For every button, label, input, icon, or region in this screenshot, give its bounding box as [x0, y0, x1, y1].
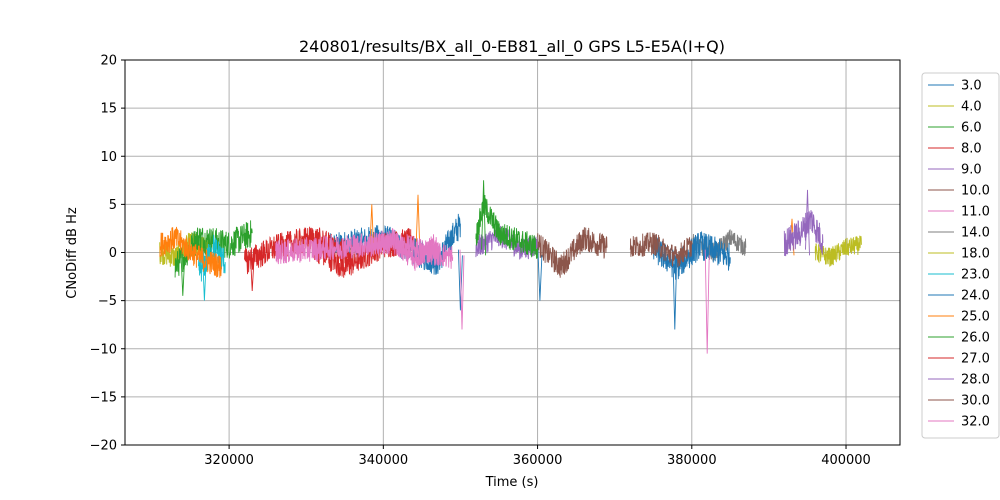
y-tick-label: 5 — [109, 198, 117, 213]
series-line — [537, 227, 608, 278]
series-line — [159, 226, 222, 278]
series-26-0 — [475, 180, 539, 259]
legend-item: 25.0 — [928, 310, 990, 325]
series-27-0 — [244, 226, 353, 292]
series-spike — [415, 194, 421, 256]
series-10-0 — [537, 227, 608, 278]
legend-label: 27.0 — [961, 352, 990, 367]
legend-item: 28.0 — [928, 373, 990, 388]
series-spike — [672, 249, 678, 330]
y-tick-label: 0 — [109, 246, 117, 261]
series-spike — [805, 189, 810, 256]
chart-title: 240801/results/BX_all_0-EB81_all_0 GPS L… — [299, 37, 725, 57]
legend-label: 24.0 — [961, 289, 990, 304]
legend-label: 26.0 — [961, 331, 990, 346]
series-line — [783, 210, 824, 257]
legend-item: 24.0 — [928, 289, 990, 304]
legend-item: 18.0 — [928, 247, 990, 262]
series-spike — [457, 249, 463, 311]
series-32-0 — [274, 231, 710, 354]
legend-label: 10.0 — [961, 184, 990, 199]
legend-item: 27.0 — [928, 352, 990, 367]
series-line — [814, 235, 862, 267]
legend-item: 32.0 — [928, 415, 990, 430]
legend-item: 9.0 — [928, 163, 982, 178]
series-line — [244, 226, 353, 275]
legend-label: 23.0 — [961, 268, 990, 283]
y-tick-label: 10 — [100, 150, 117, 165]
legend-item: 3.0 — [928, 79, 982, 94]
legend: 3.0 4.0 6.0 8.0 9.0 10.0 11.0 14.0 18.0 23.0 24.0 2… — [921, 72, 1000, 439]
series-lines — [159, 180, 862, 354]
series-line — [629, 232, 693, 268]
series-spike — [180, 249, 186, 296]
series-spike — [249, 249, 255, 292]
axis-ticks: 320000 340000 360000 380000 400000 −20 −15 −10 −… — [90, 54, 871, 469]
legend-label: 11.0 — [961, 205, 990, 220]
legend-label: 28.0 — [961, 373, 990, 388]
series-spike — [481, 180, 487, 256]
y-tick-label: 15 — [100, 102, 117, 117]
x-tick-label: 380000 — [667, 453, 717, 468]
legend-item: 14.0 — [928, 226, 990, 241]
legend-frame — [921, 72, 1000, 439]
series-line — [475, 192, 539, 259]
series-spike — [704, 249, 710, 354]
y-tick-label: −10 — [90, 342, 117, 357]
x-tick-label: 400000 — [821, 453, 871, 468]
legend-label: 9.0 — [961, 163, 982, 178]
series-30-0 — [629, 232, 693, 268]
legend-item: 11.0 — [928, 205, 990, 220]
y-tick-label: −15 — [90, 390, 117, 405]
y-tick-label: 20 — [100, 54, 117, 69]
y-tick-label: −5 — [98, 294, 117, 309]
legend-label: 32.0 — [961, 415, 990, 430]
legend-item: 8.0 — [928, 142, 982, 157]
legend-label: 14.0 — [961, 226, 990, 241]
series-18-0 — [814, 235, 862, 267]
legend-label: 8.0 — [961, 142, 982, 157]
legend-label: 4.0 — [961, 100, 982, 115]
legend-label: 3.0 — [961, 79, 982, 94]
legend-item: 10.0 — [928, 184, 990, 199]
legend-label: 6.0 — [961, 121, 982, 136]
y-axis-label: CNoDiff dB Hz — [65, 207, 80, 299]
legend-label: 30.0 — [961, 394, 990, 409]
series-spike — [459, 249, 465, 330]
x-tick-label: 340000 — [359, 453, 409, 468]
series-spike — [537, 249, 543, 301]
series-28-0 — [783, 189, 824, 257]
x-axis-label: Time (s) — [485, 475, 539, 490]
legend-item: 26.0 — [928, 331, 990, 346]
legend-label: 25.0 — [961, 310, 990, 325]
legend-item: 4.0 — [928, 100, 982, 115]
x-tick-label: 320000 — [204, 453, 254, 468]
y-tick-label: −20 — [90, 439, 117, 454]
legend-item: 6.0 — [928, 121, 982, 136]
legend-label: 18.0 — [961, 247, 990, 262]
series-line — [274, 231, 454, 269]
legend-item: 30.0 — [928, 394, 990, 409]
legend-item: 23.0 — [928, 268, 990, 283]
x-tick-label: 360000 — [513, 453, 563, 468]
